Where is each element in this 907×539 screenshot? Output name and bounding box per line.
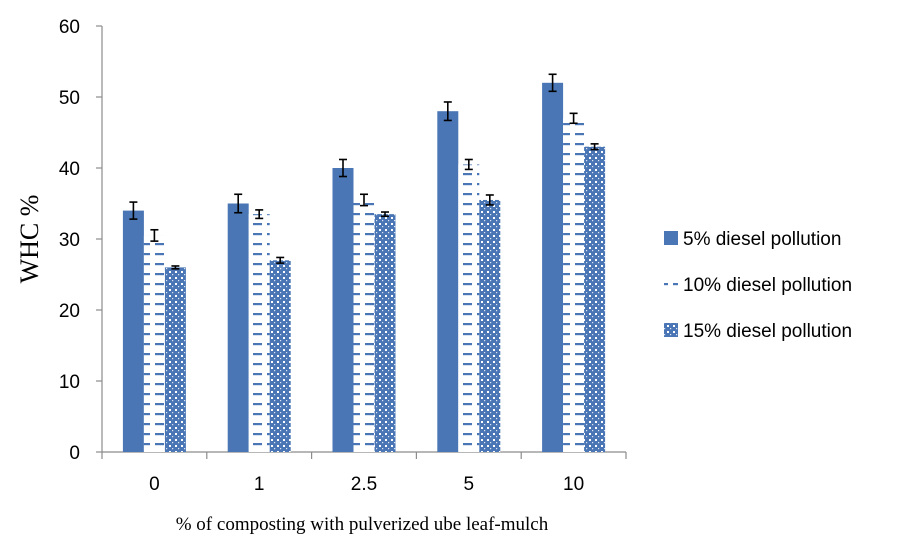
x-tick-label: 10 bbox=[563, 474, 584, 495]
error-bars bbox=[129, 73, 599, 270]
y-tick-label: 60 bbox=[59, 17, 80, 38]
y-tick-label: 50 bbox=[59, 88, 80, 109]
y-axis-ticks: 0 10 20 30 40 50 60 bbox=[59, 17, 102, 464]
bar bbox=[542, 82, 564, 453]
y-tick-label: 10 bbox=[59, 372, 80, 393]
x-tick-label: 1 bbox=[254, 474, 265, 495]
bar bbox=[458, 164, 480, 452]
legend-label-10pct: 10% diesel pollution bbox=[683, 275, 852, 296]
x-axis-ticks: 0 1 2.5 5 10 bbox=[101, 452, 627, 495]
bar bbox=[122, 210, 144, 452]
x-tick-label: 2.5 bbox=[351, 474, 377, 495]
bar bbox=[143, 235, 165, 452]
legend-swatch-15pct bbox=[664, 323, 678, 337]
x-axis-title: % of composting with pulverized ube leaf… bbox=[176, 514, 549, 535]
bar bbox=[164, 267, 186, 452]
bar bbox=[227, 203, 249, 452]
bar bbox=[437, 111, 459, 452]
y-tick-label: 0 bbox=[69, 443, 80, 464]
bar bbox=[374, 214, 396, 452]
y-tick-label: 40 bbox=[59, 159, 80, 180]
x-tick-label: 0 bbox=[149, 474, 160, 495]
y-axis-title: WHC % bbox=[15, 195, 44, 284]
legend-label-5pct: 5% diesel pollution bbox=[683, 229, 841, 250]
y-tick-label: 30 bbox=[59, 230, 80, 251]
legend-swatch-5pct bbox=[664, 231, 678, 245]
bar bbox=[563, 118, 585, 453]
legend-swatch-10pct bbox=[664, 277, 678, 291]
legend: 5% diesel pollution 10% diesel pollution… bbox=[664, 229, 852, 342]
bar bbox=[584, 146, 606, 452]
bar bbox=[353, 199, 375, 452]
bars bbox=[122, 82, 606, 453]
bar bbox=[332, 168, 354, 452]
bar bbox=[248, 214, 270, 452]
bar bbox=[479, 199, 501, 452]
y-tick-label: 20 bbox=[59, 301, 80, 322]
bar bbox=[269, 260, 291, 452]
legend-label-15pct: 15% diesel pollution bbox=[683, 321, 852, 342]
x-tick-label: 5 bbox=[464, 474, 475, 495]
